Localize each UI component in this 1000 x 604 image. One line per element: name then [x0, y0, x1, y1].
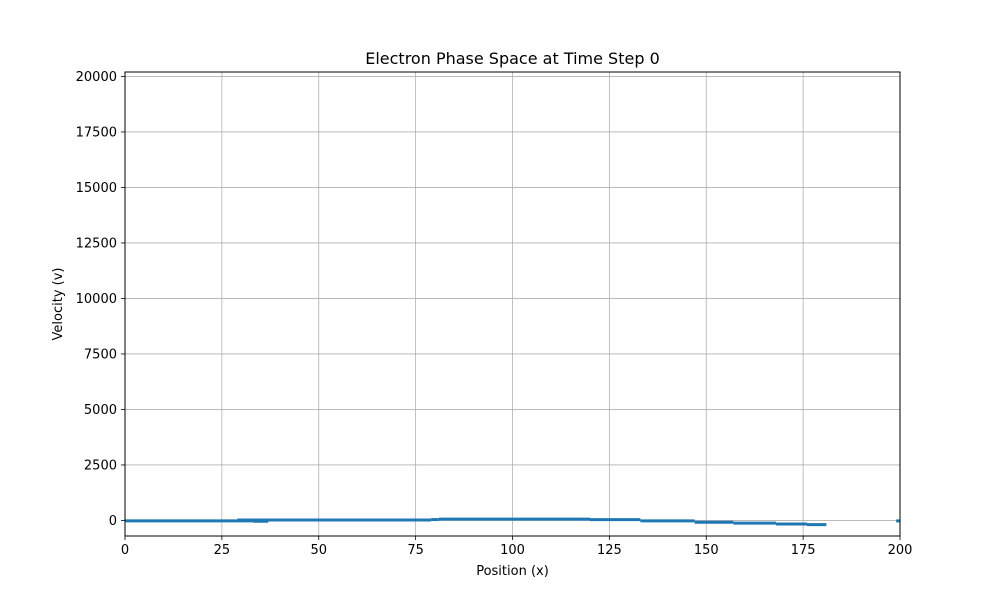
x-tick-label: 0 — [121, 543, 129, 558]
y-tick-label: 2500 — [84, 458, 117, 473]
x-tick-label: 200 — [888, 543, 913, 558]
y-tick-label: 20000 — [76, 70, 117, 85]
x-tick-label: 125 — [597, 543, 622, 558]
x-tick-label: 150 — [694, 543, 719, 558]
grid-lines — [124, 72, 901, 536]
y-tick-label: 7500 — [84, 347, 117, 362]
x-tick-label: 175 — [791, 543, 816, 558]
y-tick-label: 12500 — [76, 236, 117, 251]
x-tick-label: 25 — [214, 543, 231, 558]
data-series — [125, 517, 900, 527]
y-axis-label: Velocity (v) — [51, 268, 66, 341]
x-tick-label: 50 — [310, 543, 327, 558]
x-tick-label: 100 — [500, 543, 525, 558]
y-tick-label: 15000 — [76, 181, 117, 196]
y-tick-label: 5000 — [84, 403, 117, 418]
chart-title: Electron Phase Space at Time Step 0 — [365, 49, 660, 68]
x-axis-ticks: 0 25 50 75 100 125 150 175 200 — [121, 536, 913, 558]
y-tick-label: 17500 — [76, 125, 117, 140]
y-axis-ticks: 0 2500 5000 7500 10000 12500 15000 17500 20000 — [76, 70, 125, 529]
x-axis-label: Position (x) — [476, 564, 549, 579]
x-tick-label: 75 — [407, 543, 424, 558]
y-tick-label: 0 — [109, 514, 117, 529]
y-tick-label: 10000 — [76, 292, 117, 307]
